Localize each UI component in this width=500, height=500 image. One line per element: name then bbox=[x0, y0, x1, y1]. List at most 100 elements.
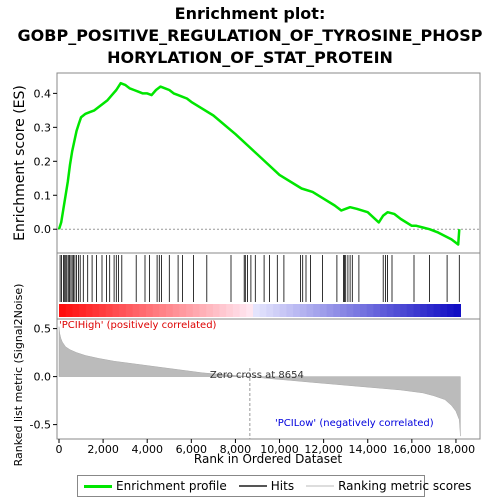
color-bar-segment bbox=[326, 304, 334, 317]
color-bar-segment bbox=[212, 304, 221, 317]
x-axis-label: Rank in Ordered Dataset bbox=[194, 452, 342, 466]
color-bar-segment bbox=[166, 304, 174, 317]
xtick-label: 2,000 bbox=[87, 443, 119, 456]
metric-y-axis-label: Ranked list metric (Signal2Noise) bbox=[12, 284, 25, 467]
es-ytick-label: 0.3 bbox=[34, 121, 52, 134]
color-bar-segment bbox=[132, 304, 140, 317]
x-axis-ticks: 0 2,000 4,000 6,000 8,000 10,000 12,000 14,000 1… bbox=[56, 439, 476, 456]
legend-item-hits: Hits bbox=[238, 479, 294, 493]
chart-title: Enrichment plot: GOBP_POSITIVE_REGULATIO… bbox=[0, 3, 500, 69]
color-bar-segment bbox=[125, 304, 134, 317]
color-bar-segment bbox=[453, 304, 461, 317]
metric-ytick-label: 0.5 bbox=[34, 323, 52, 336]
xtick-label: 4,000 bbox=[131, 443, 163, 456]
color-bar-segment bbox=[406, 304, 415, 317]
legend: Enrichment profile Hits Ranking metric s… bbox=[77, 475, 471, 497]
chart-title-line-1: Enrichment plot: bbox=[174, 4, 326, 23]
color-bar-segment bbox=[319, 304, 328, 317]
xtick-label: 0 bbox=[56, 443, 63, 456]
neg-corr-label: 'PCILow' (negatively correlated) bbox=[275, 418, 434, 429]
color-bar-segment bbox=[192, 304, 201, 317]
color-bar-segment bbox=[146, 304, 154, 317]
color-bar-segment bbox=[313, 304, 321, 317]
color-bar-segment bbox=[266, 304, 274, 317]
color-bar-segment bbox=[279, 304, 287, 317]
color-bar-segment bbox=[112, 304, 120, 317]
color-bar-segment bbox=[333, 304, 341, 317]
legend-swatch-metric bbox=[306, 485, 335, 487]
chart-title-line-3: HORYLATION_OF_STAT_PROTEIN bbox=[107, 48, 393, 67]
es-ytick-label: 0.1 bbox=[34, 189, 52, 202]
xtick-label: 14,000 bbox=[348, 443, 387, 456]
color-bar-segment bbox=[286, 304, 294, 317]
metric-group bbox=[58, 326, 461, 437]
zero-cross-label: Zero cross at 8654 bbox=[210, 370, 304, 381]
color-bar-segment bbox=[346, 304, 354, 317]
legend-item-es: Enrichment profile bbox=[84, 479, 227, 493]
legend-item-metric: Ranking metric scores bbox=[306, 479, 471, 493]
color-bar-segment bbox=[360, 304, 368, 317]
es-panel-ticks: 0.0 0.1 0.2 0.3 0.4 bbox=[34, 87, 480, 236]
color-bar-segment bbox=[447, 304, 455, 317]
color-bar-segment bbox=[273, 304, 281, 317]
legend-label-es: Enrichment profile bbox=[116, 479, 227, 493]
color-bar-segment bbox=[105, 304, 114, 317]
color-bar-segment bbox=[179, 304, 187, 317]
color-bar-segment bbox=[119, 304, 127, 317]
color-bar-segment bbox=[159, 304, 167, 317]
color-bar-segment bbox=[152, 304, 160, 317]
metric-panel-ticks: 0.5 0.0 -0.5 bbox=[30, 323, 57, 432]
color-bar-segment bbox=[186, 304, 194, 317]
color-bar-segment bbox=[299, 304, 308, 317]
xtick-label: 12,000 bbox=[304, 443, 343, 456]
color-bar-segment bbox=[59, 304, 67, 317]
color-bar-segment bbox=[239, 304, 247, 317]
es-line-group bbox=[57, 81, 461, 246]
color-bar-segment bbox=[259, 304, 267, 317]
color-bar-segment bbox=[380, 304, 388, 317]
color-bar-segment bbox=[253, 304, 261, 317]
legend-swatch-es bbox=[84, 484, 112, 488]
color-bar-segment bbox=[413, 304, 421, 317]
color-bar-segment bbox=[373, 304, 381, 317]
color-bar-segment bbox=[306, 304, 314, 317]
color-bar-segment bbox=[340, 304, 348, 317]
xtick-label: 18,000 bbox=[437, 443, 476, 456]
color-bar-segment bbox=[92, 304, 100, 317]
chart-title-line-2: GOBP_POSITIVE_REGULATION_OF_TYROSINE_PHO… bbox=[17, 26, 483, 45]
color-bar-segment bbox=[72, 304, 80, 317]
xtick-label: 10,000 bbox=[260, 443, 299, 456]
color-bar-segment bbox=[172, 304, 180, 317]
color-bar-segment bbox=[79, 304, 87, 317]
color-bar-segment bbox=[139, 304, 147, 317]
color-bar-segment bbox=[433, 304, 441, 317]
hits-group bbox=[59, 255, 460, 302]
legend-swatch-hits bbox=[238, 485, 267, 487]
color-bar-segment bbox=[246, 304, 254, 317]
es-profile-line bbox=[57, 81, 461, 246]
es-y-axis-label: Enrichment score (ES) bbox=[12, 85, 28, 241]
color-bar-segment bbox=[219, 304, 227, 317]
color-bar-segment bbox=[393, 304, 401, 317]
color-bar-segment bbox=[65, 304, 73, 317]
pos-corr-label: 'PCIHigh' (positively correlated) bbox=[59, 320, 217, 331]
color-bar-segment bbox=[426, 304, 435, 317]
color-bar-segment bbox=[420, 304, 428, 317]
xtick-label: 8,000 bbox=[220, 443, 252, 456]
es-ytick-label: 0.0 bbox=[34, 223, 52, 236]
metric-ytick-label: 0.0 bbox=[34, 371, 52, 384]
es-ytick-label: 0.4 bbox=[34, 87, 52, 100]
color-bar-segment bbox=[99, 304, 107, 317]
metric-area bbox=[58, 326, 461, 437]
color-bar-segment bbox=[293, 304, 301, 317]
ranking-color-bar bbox=[59, 304, 461, 317]
color-bar-segment bbox=[386, 304, 395, 317]
legend-label-metric: Ranking metric scores bbox=[338, 479, 472, 493]
color-bar-segment bbox=[353, 304, 361, 317]
color-bar-segment bbox=[206, 304, 214, 317]
xtick-label: 6,000 bbox=[176, 443, 208, 456]
color-bar-segment bbox=[85, 304, 94, 317]
color-bar-segment bbox=[226, 304, 234, 317]
color-bar-segment bbox=[199, 304, 207, 317]
